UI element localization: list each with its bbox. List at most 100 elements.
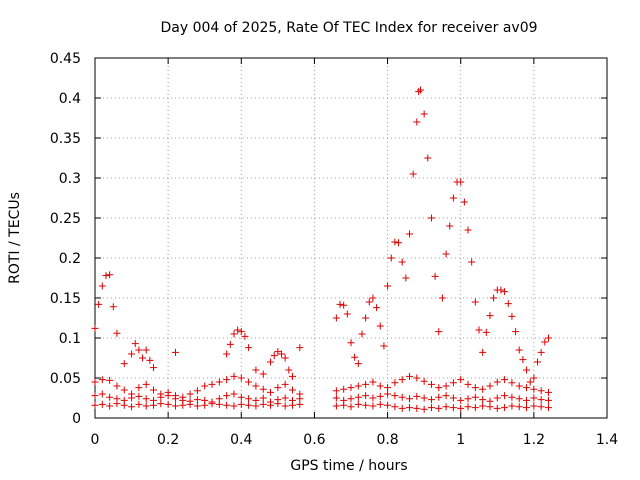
data-point [471,298,479,306]
data-point [270,352,278,360]
data-point [142,346,150,354]
data-point [442,382,450,390]
data-point [245,395,253,403]
data-point [128,350,136,358]
data-point [274,348,282,356]
data-point [98,282,106,290]
series-5 [332,86,552,386]
data-point [376,382,384,390]
data-point [413,118,421,126]
x-tick-label: 0.2 [157,432,179,448]
data-point [201,396,209,404]
data-point [515,346,523,354]
data-point [464,403,472,411]
data-point [237,328,245,336]
data-point [482,328,490,336]
data-point [464,380,472,388]
data-point [252,396,260,404]
data-point [332,387,340,395]
data-point [479,385,487,393]
data-point [537,403,545,411]
data-point [471,393,479,401]
data-point [479,402,487,410]
data-point [340,396,348,404]
data-point [354,393,362,401]
data-point [442,403,450,411]
data-point [398,258,406,266]
data-point [544,388,552,396]
data-point [416,86,424,94]
data-point [384,384,392,392]
x-tick-label: 0.8 [376,432,398,448]
data-point [274,396,282,404]
data-point [369,394,377,402]
data-point [288,386,296,394]
data-point [281,402,289,410]
data-point [164,388,172,396]
data-point [281,394,289,402]
x-tick-label: 0.6 [303,432,325,448]
data-points [91,86,552,413]
data-point [237,374,245,382]
data-point [281,380,289,388]
y-tick-label: 0.2 [59,251,81,267]
data-point [362,314,370,322]
data-point [164,400,172,408]
data-point [457,178,465,186]
y-tick-label: 0.15 [50,291,81,307]
data-point [497,286,505,294]
data-point [391,392,399,400]
data-point [98,376,106,384]
data-point [471,404,479,412]
data-point [267,388,275,396]
y-tick-label: 0.25 [50,211,81,227]
data-point [391,379,399,387]
data-point [376,400,384,408]
data-point [230,402,238,410]
data-point [288,396,296,404]
data-point [413,392,421,400]
data-point [281,354,289,362]
data-point [91,401,99,409]
data-point [420,394,428,402]
data-point [142,395,150,403]
data-point [340,385,348,393]
data-point [234,326,242,334]
data-point [95,300,103,308]
data-point [523,384,531,392]
series-3 [91,372,552,401]
data-point [106,402,114,410]
data-point [435,404,443,412]
data-point [391,238,399,246]
data-point [278,350,286,358]
data-point [332,394,340,402]
data-point [259,385,267,393]
data-point [406,230,414,238]
x-tick-label: 1.4 [596,432,618,448]
data-point [501,376,509,384]
data-point [128,403,136,411]
data-point [380,342,388,350]
series-4 [91,271,304,380]
y-tick-label: 0.05 [50,371,81,387]
data-point [435,393,443,401]
data-point [512,328,520,336]
data-point [464,395,472,403]
data-point [120,396,128,404]
data-point [406,395,414,403]
data-point [515,382,523,390]
data-point [365,298,373,306]
data-point [102,272,110,280]
data-point [413,404,421,412]
data-point [347,403,355,411]
data-point [427,214,435,222]
grid-lines [95,58,607,418]
data-point [457,376,465,384]
data-point [347,384,355,392]
data-point [336,300,344,308]
data-point [150,396,158,404]
data-point [530,385,538,393]
data-point [460,198,468,206]
data-point [406,404,414,412]
data-point [508,393,516,401]
